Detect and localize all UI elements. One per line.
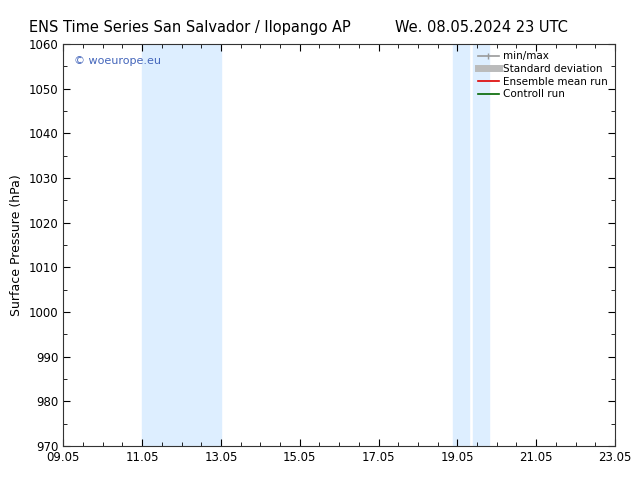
Bar [453, 44, 469, 446]
Text: © woeurope.eu: © woeurope.eu [74, 56, 162, 66]
Y-axis label: Surface Pressure (hPa): Surface Pressure (hPa) [10, 174, 23, 316]
Legend: min/max, Standard deviation, Ensemble mean run, Controll run: min/max, Standard deviation, Ensemble me… [474, 47, 612, 103]
Text: ENS Time Series San Salvador / Ilopango AP: ENS Time Series San Salvador / Ilopango … [29, 20, 351, 35]
Bar [473, 44, 489, 446]
Text: We. 08.05.2024 23 UTC: We. 08.05.2024 23 UTC [396, 20, 568, 35]
Bar [142, 44, 221, 446]
